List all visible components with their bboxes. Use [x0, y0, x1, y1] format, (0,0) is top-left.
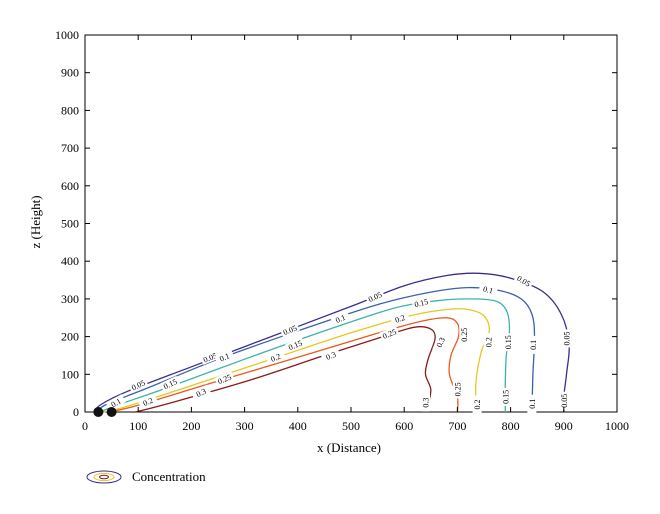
contour-label-bg [483, 333, 493, 352]
contour-label-bg [364, 288, 385, 305]
contour-label: 0.25 [453, 382, 462, 396]
x-tick-label: 0 [82, 419, 88, 433]
contour-label: 0.05 [562, 331, 571, 345]
contour-label: 0.3 [421, 398, 430, 408]
source-markers [93, 407, 117, 417]
contour-label-bg [500, 387, 510, 406]
contour-label-bg [527, 394, 537, 413]
x-tick-label: 900 [555, 419, 573, 433]
contour-label: 0.15 [413, 297, 429, 309]
x-tick-label: 400 [289, 419, 307, 433]
contour-label-bg [432, 332, 449, 353]
legend-label: Concentration [132, 469, 206, 484]
contour-label-bg [478, 282, 499, 297]
contour-label: 0.2 [484, 337, 493, 347]
contour-label-bg [190, 384, 212, 401]
contour-label-bg [199, 349, 221, 365]
contour-label-bg [379, 326, 400, 342]
contour-label: 0.1 [529, 340, 538, 350]
contour-label-bg [503, 333, 513, 352]
x-tick-label: 1000 [605, 419, 629, 433]
contour-line-0.1 [96, 286, 536, 413]
legend: Concentration [84, 466, 206, 488]
contour-label-bg [285, 337, 306, 353]
y-tick-label: 100 [61, 367, 79, 381]
contour-label: 0.05 [560, 394, 569, 408]
contour-label: 0.2 [473, 399, 482, 409]
concentration-legend-icon [86, 470, 122, 484]
contour-line-0.25 [108, 317, 460, 413]
contour-label: 0.3 [435, 336, 447, 349]
contour-label: 0.1 [110, 397, 123, 410]
contour-label-bg [389, 311, 410, 326]
y-axis-label: z (Height) [28, 195, 43, 248]
contour-label-bg [214, 371, 235, 387]
y-tick-label: 200 [61, 330, 79, 344]
y-tick-label: 900 [61, 66, 79, 80]
x-tick-label: 600 [395, 419, 413, 433]
contour-label-bg [459, 325, 469, 344]
y-tick-label: 800 [61, 103, 79, 117]
contour-label: 0.1 [334, 313, 347, 325]
y-tick-label: 500 [61, 217, 79, 231]
y-tick-label: 700 [61, 141, 79, 155]
x-tick-label: 500 [342, 419, 360, 433]
contour-label-bg [513, 272, 534, 290]
contour-label-bg [265, 349, 286, 365]
contour-label: 0.1 [218, 351, 231, 363]
y-tick-label: 400 [61, 254, 79, 268]
x-tick-label: 700 [448, 419, 466, 433]
contour-label-bg [137, 393, 158, 410]
contour-line-0.05 [94, 272, 570, 413]
contour-label-bg [411, 295, 432, 310]
contour-label: 0.1 [482, 284, 494, 295]
x-tick-label: 800 [502, 419, 520, 433]
contour-labels: 0.050.050.050.050.050.050.050.10.10.10.1… [105, 272, 571, 414]
axis-tick-labels: 0 100 200 300 400 500 600 700 800 900 1000 0 100 200 3… [55, 28, 629, 433]
contour-label-bg [561, 329, 571, 348]
source-point [93, 407, 104, 417]
contour-label-bg [420, 393, 430, 412]
x-tick-label: 100 [129, 419, 147, 433]
contour-label: 0.3 [325, 350, 338, 362]
contour-label: 0.1 [528, 399, 537, 409]
contour-label-bg [330, 310, 351, 327]
contour-label-bg [528, 335, 538, 354]
x-tick-label: 200 [182, 419, 200, 433]
y-tick-label: 300 [61, 292, 79, 306]
y-tick-label: 600 [61, 179, 79, 193]
y-tick-label: 1000 [55, 28, 79, 42]
contour-label: 0.2 [269, 352, 282, 364]
contour-label: 0.25 [460, 328, 469, 342]
contour-label: 0.3 [195, 387, 208, 399]
x-axis-label: x (Distance) [317, 440, 381, 455]
axis-ticks [84, 34, 618, 413]
contour-label-bg [452, 380, 462, 399]
contour-label: 0.15 [501, 390, 510, 404]
contour-label-bg [472, 395, 482, 414]
contour-label-bg [214, 349, 235, 365]
contour-label-bg [279, 322, 300, 338]
contour-line-0.3 [135, 326, 436, 413]
contour-label-bg [559, 391, 569, 410]
contour-label-bg [128, 376, 149, 393]
contour-label-bg [160, 375, 181, 392]
source-point [106, 407, 117, 417]
contour-line-0.2 [103, 308, 491, 413]
contour-label-bg [105, 394, 126, 411]
y-tick-label: 0 [73, 405, 79, 419]
contour-label-bg [320, 347, 341, 363]
x-tick-label: 300 [236, 419, 254, 433]
contour-label: 0.15 [504, 335, 513, 349]
contour-label: 0.2 [394, 313, 406, 325]
plot-area [84, 34, 618, 413]
contour-label: 0.2 [142, 396, 155, 408]
